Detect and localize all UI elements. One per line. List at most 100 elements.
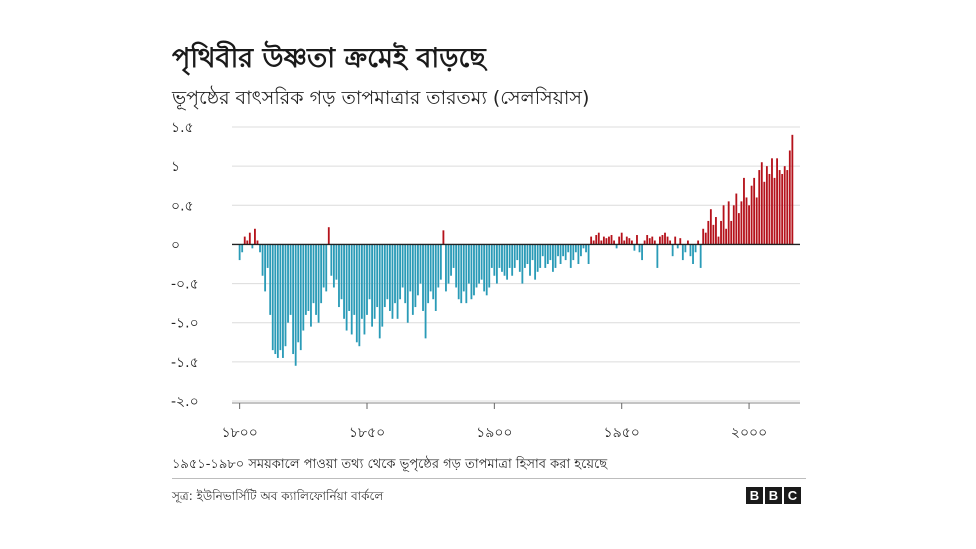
bar (676, 244, 679, 249)
bar (371, 244, 373, 327)
bar (600, 240, 603, 245)
bar (704, 232, 707, 245)
bar (399, 244, 402, 300)
bar (437, 244, 440, 288)
bar (350, 244, 353, 335)
bar (681, 244, 684, 261)
bar (697, 240, 700, 245)
bar (727, 201, 730, 245)
bar (653, 240, 656, 245)
bar (401, 244, 404, 288)
bar (363, 244, 366, 335)
bar (641, 244, 643, 261)
bar (299, 244, 302, 351)
bar (287, 244, 289, 323)
bar (455, 244, 458, 288)
bbc-logo-letter: B (746, 487, 763, 504)
bar (485, 244, 488, 296)
bar (776, 158, 778, 245)
bar (483, 244, 486, 292)
bar (620, 232, 623, 245)
bar (687, 240, 689, 245)
bar (582, 244, 585, 249)
bar (638, 244, 641, 253)
bar (709, 209, 712, 245)
bar (490, 244, 493, 268)
bar (541, 244, 544, 257)
bar (389, 244, 391, 311)
bar (254, 228, 256, 245)
bar (730, 220, 733, 245)
bar (557, 244, 559, 257)
bar (475, 244, 478, 288)
bar (791, 134, 794, 245)
bar (745, 197, 748, 245)
bar (264, 244, 267, 292)
bar (442, 230, 445, 245)
x-tick-label: ১৮৫০ (349, 425, 385, 441)
bar (394, 244, 396, 304)
y-tick-label: -১.৫ (171, 355, 199, 371)
bar (307, 244, 310, 311)
bar (439, 244, 442, 280)
bar (271, 244, 274, 351)
bar (585, 244, 587, 253)
bar (643, 240, 646, 245)
chart-subtitle: ভূপৃষ্ঠের বাৎসরিক গড় তাপমাত্রার তারতম্য… (172, 87, 590, 109)
bar (773, 177, 776, 245)
bar (625, 236, 628, 245)
bar (707, 220, 710, 245)
bar (302, 244, 305, 331)
bar (276, 244, 279, 358)
x-tick-label: ১৯৫০ (604, 425, 640, 441)
baseline-note: ১৯৫১-১৯৮০ সময়কালে পাওয়া তথ্য থেকে ভূপৃ… (172, 457, 608, 472)
bar (771, 158, 773, 245)
bar (743, 177, 745, 245)
bar (322, 244, 325, 288)
bar (445, 244, 447, 292)
bar (590, 236, 593, 245)
y-tick-label: -২.০ (171, 394, 199, 410)
bar (615, 244, 618, 249)
bar (368, 244, 371, 300)
bar (241, 244, 244, 253)
bar (478, 244, 480, 284)
bar (699, 244, 702, 268)
bar (577, 244, 580, 264)
bar (633, 244, 636, 251)
bar (495, 244, 498, 284)
bar (358, 244, 361, 347)
bar (325, 244, 328, 292)
bar (732, 205, 735, 245)
bar (282, 244, 284, 358)
bar (531, 244, 534, 261)
bar (508, 244, 511, 268)
bar (404, 244, 407, 304)
bar (259, 244, 261, 253)
bar (671, 244, 674, 257)
y-tick-label: ০ (171, 237, 180, 253)
bar (292, 244, 295, 355)
bar (251, 244, 254, 249)
bar (572, 244, 575, 261)
bbc-logo-letter: B (765, 487, 782, 504)
bar (666, 236, 669, 245)
bar (447, 244, 450, 284)
bbc-logo: B B C (746, 487, 801, 504)
bar (248, 232, 251, 245)
bar (753, 177, 756, 245)
bar (409, 244, 412, 292)
bar (592, 240, 595, 245)
x-tick-label: ২০০০ (731, 425, 767, 441)
bar (651, 236, 654, 245)
bar (312, 244, 315, 304)
bar (450, 244, 452, 276)
bar (366, 244, 368, 315)
bar (580, 244, 582, 257)
bar (536, 244, 539, 272)
bar (669, 240, 672, 245)
bar (549, 244, 552, 261)
bar (674, 236, 677, 245)
bar (552, 244, 554, 272)
bar (516, 244, 519, 261)
